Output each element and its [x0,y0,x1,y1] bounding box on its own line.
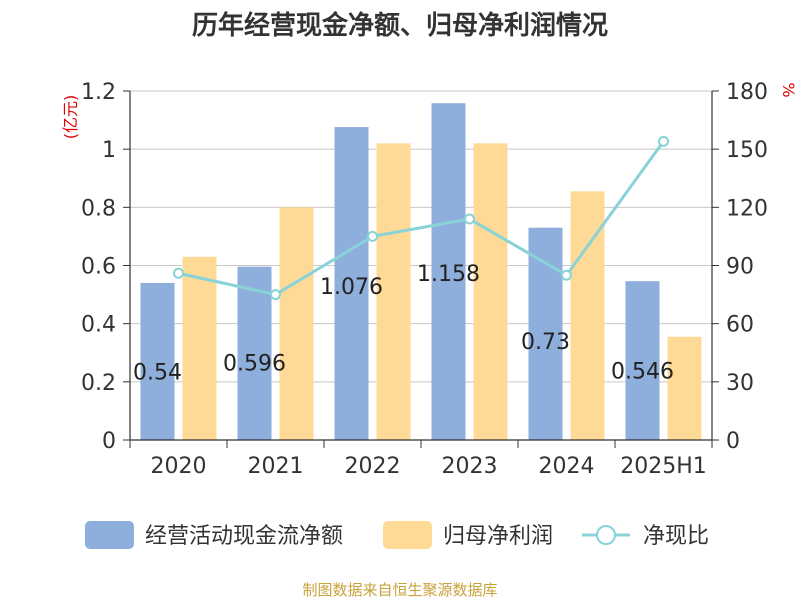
line-point [464,213,475,225]
bar [140,282,175,440]
bar-data-label: 0.54 [133,361,182,386]
left-tick-label: 0.8 [81,196,116,221]
bar-series [140,103,702,441]
right-tick-label: 150 [726,138,768,163]
bar [625,281,660,440]
line-point [561,269,572,281]
legend-label-net-profit: 归母净利润 [443,524,553,549]
right-tick-label: 120 [726,196,768,221]
bar [237,266,272,440]
bar [279,207,314,440]
line-series [173,135,669,301]
legend: 经营活动现金流净额 归母净利润 净现比 [85,521,709,549]
x-tick-label: 2025H1 [620,454,707,479]
axes: 0 0.2 0.4 0.6 0.8 1 1.2 0 30 60 90 120 150 180 2020 202… [81,80,768,479]
bar-data-label: 1.158 [417,262,480,287]
line-point [367,230,378,242]
bar-data-label: 1.076 [320,275,383,300]
left-tick-label: 0.2 [81,371,116,396]
left-tick-label: 1 [102,138,116,163]
bar [431,103,466,440]
legend-swatch-net-profit [383,521,432,549]
chart-title: 历年经营现金净额、归母净利润情况 [192,10,608,41]
bar [376,143,411,440]
bar [667,336,702,440]
left-tick-label: 1.2 [81,80,116,105]
right-tick-label: 90 [726,255,754,280]
bar-data-label: 0.546 [611,360,674,385]
left-tick-label: 0 [102,429,116,454]
line-point [270,289,281,301]
line-point [658,135,669,147]
bar [473,143,508,440]
bar [182,256,217,440]
legend-label-ratio: 净现比 [643,524,709,549]
left-tick-label: 0.6 [81,255,116,280]
bar-data-label: 0.596 [223,352,286,377]
bar [334,127,369,441]
legend-swatch-cashflow [85,521,134,549]
legend-label-cashflow: 经营活动现金流净额 [145,524,343,549]
left-tick-label: 0.4 [81,313,116,338]
grid-lines [130,90,712,383]
x-tick-label: 2024 [539,454,595,479]
left-axis-unit: (亿元) [61,95,80,140]
x-tick-label: 2022 [345,454,401,479]
right-tick-label: 30 [726,371,754,396]
line-point [173,267,184,279]
right-axis-unit: % [779,82,798,97]
line-path [178,140,665,297]
legend-swatch-ratio-marker [596,525,616,545]
x-tick-label: 2021 [248,454,304,479]
right-tick-label: 180 [726,80,768,105]
right-tick-label: 60 [726,313,754,338]
x-tick-label: 2023 [442,454,498,479]
source-note: 制图数据来自恒生聚源数据库 [302,581,497,599]
x-tick-label: 2020 [151,454,207,479]
right-tick-label: 0 [726,429,740,454]
data-labels: 0.54 0.596 1.076 1.158 0.73 0.546 [133,262,674,386]
bar-data-label: 0.73 [521,330,570,355]
